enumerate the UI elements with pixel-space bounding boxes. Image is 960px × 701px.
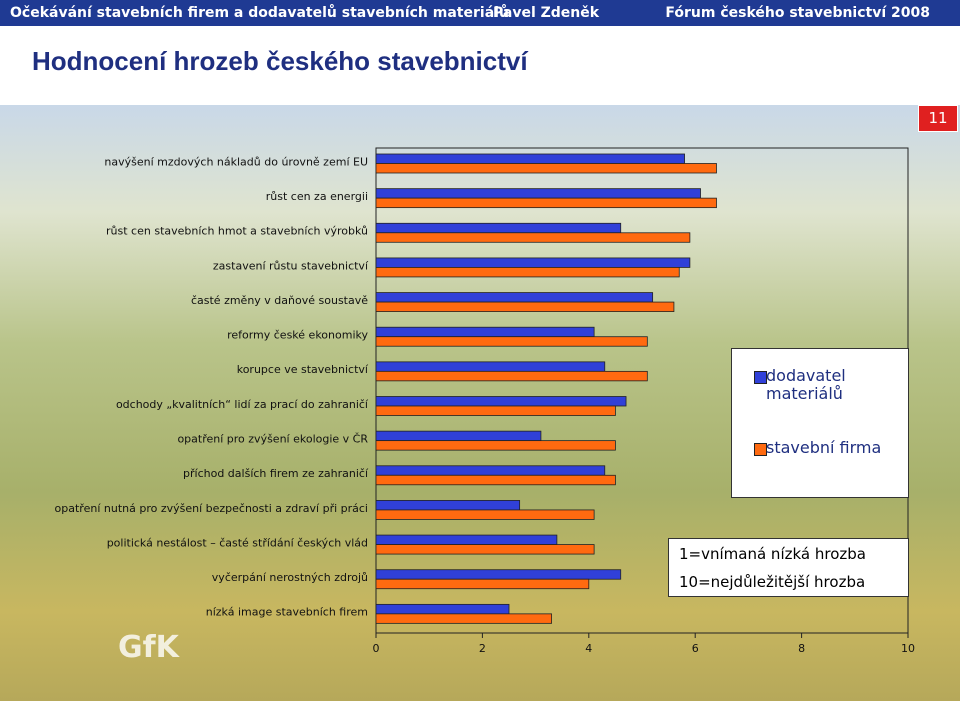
- slide-title: Hodnocení hrozeb českého stavebnictví: [32, 46, 528, 76]
- annotation: 1=vnímaná nízká hrozba: [679, 545, 866, 563]
- category-label: zastavení růstu stavebnictví: [213, 259, 369, 272]
- x-tick-label: 0: [373, 642, 380, 655]
- legend: dodavatel materiálů stavební firma: [731, 348, 909, 498]
- bar: [375, 474, 616, 486]
- category-label: politická nestálost – časté střídání čes…: [107, 536, 368, 549]
- bar: [375, 370, 648, 382]
- category-label: růst cen stavebních hmot a stavebních vý…: [106, 225, 368, 238]
- category-label: navýšení mzdových nákladů do úrovně zemí…: [104, 155, 368, 168]
- legend-swatch: [754, 371, 767, 384]
- category-label: opatření pro zvýšení ekologie v ČR: [177, 432, 368, 445]
- logo: GfK: [118, 630, 179, 665]
- bar: [375, 163, 717, 174]
- category-label: časté změny v daňové soustavě: [191, 294, 368, 307]
- x-tick-label: 8: [798, 642, 805, 655]
- category-label: opatření nutná pro zvýšení bezpečnosti a…: [55, 502, 368, 515]
- bar: [375, 257, 691, 268]
- category-label: reformy české ekonomiky: [227, 329, 368, 342]
- bar: [375, 153, 685, 164]
- category-label: příchod dalších firem ze zahraničí: [183, 467, 369, 480]
- header-right: Fórum českého stavebnictví 2008: [665, 5, 930, 21]
- bar: [375, 188, 701, 199]
- bar: [375, 197, 717, 209]
- bar: [375, 396, 627, 407]
- bar: [375, 544, 595, 555]
- category-label: korupce ve stavebnictví: [237, 363, 369, 376]
- bar: [375, 578, 590, 590]
- header-center: Pavel Zdeněk: [493, 5, 600, 21]
- bar: [375, 292, 654, 303]
- bar: [375, 509, 595, 520]
- category-label: vyčerpání nerostných zdrojů: [212, 571, 368, 584]
- x-tick-label: 10: [901, 642, 915, 655]
- x-tick-label: 2: [479, 642, 486, 655]
- bar: [375, 569, 622, 580]
- bar: [375, 440, 616, 451]
- bar: [375, 361, 606, 372]
- x-tick-label: 6: [692, 642, 699, 655]
- bar: [375, 465, 606, 476]
- bar: [375, 430, 542, 442]
- legend-swatch: [754, 443, 767, 456]
- bar: [375, 267, 680, 278]
- bar: [375, 301, 675, 312]
- x-tick-label: 4: [585, 642, 592, 655]
- bar: [375, 500, 521, 511]
- bar: [375, 405, 616, 416]
- category-label: růst cen za energii: [266, 190, 368, 203]
- header: Očekávání stavebních firem a dodavatelů …: [0, 0, 960, 26]
- header-left: Očekávání stavebních firem a dodavatelů …: [10, 5, 509, 21]
- bar: [375, 222, 622, 234]
- annotation: 10=nejdůležitější hrozba: [679, 573, 866, 591]
- category-label: nízká image stavebních firem: [206, 606, 368, 619]
- bar: [375, 326, 595, 338]
- page-number: 11: [918, 105, 958, 132]
- bar: [375, 613, 552, 624]
- bar: [375, 336, 648, 347]
- category-label: odchody „kvalitních“ lidí za prací do za…: [116, 398, 369, 411]
- bar: [375, 534, 558, 545]
- bar: [375, 232, 691, 243]
- legend-label: stavební firma: [766, 438, 882, 457]
- bar: [375, 603, 510, 615]
- legend-label: dodavatel materiálů: [766, 366, 846, 403]
- annotation-box: 1=vnímaná nízká hrozba 10=nejdůležitější …: [668, 538, 909, 597]
